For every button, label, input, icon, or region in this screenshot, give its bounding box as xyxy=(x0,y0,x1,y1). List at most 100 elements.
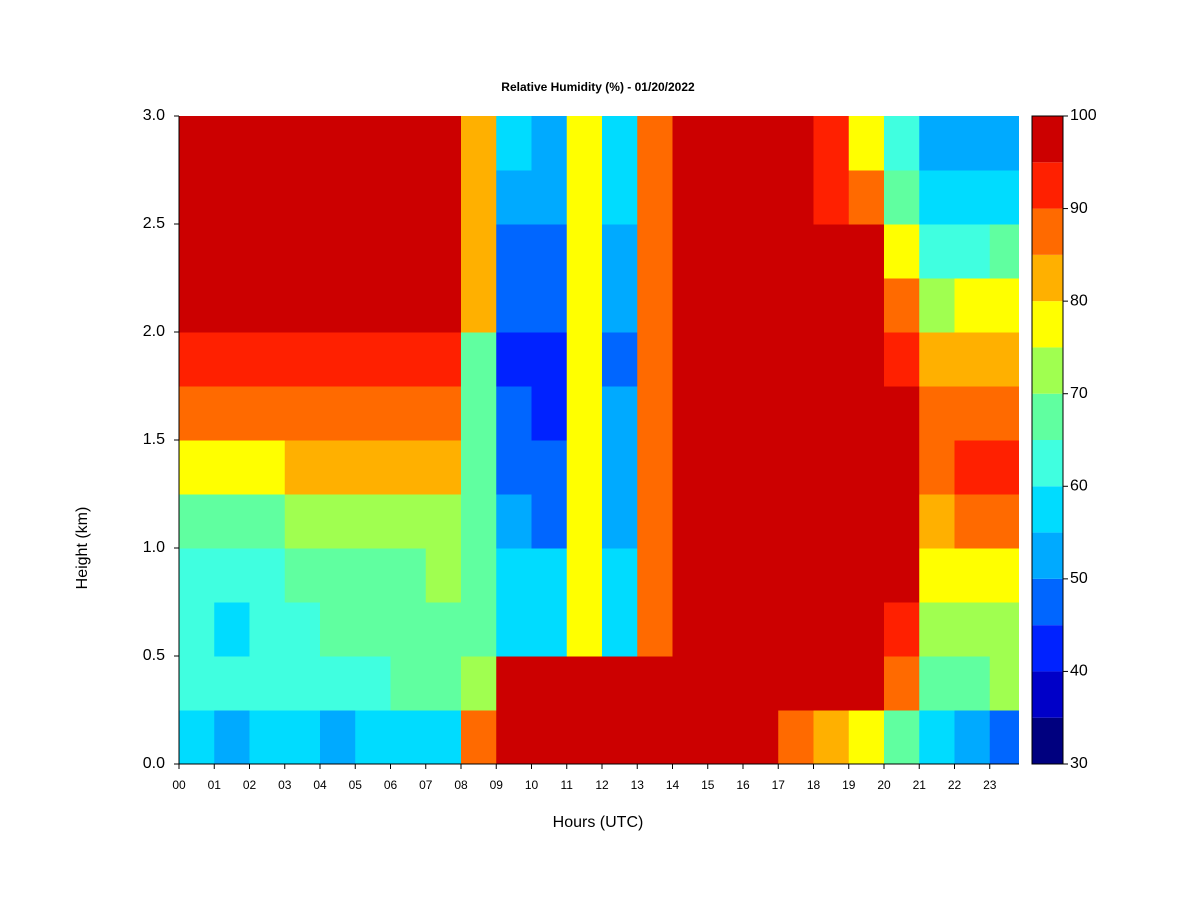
heatmap-cell xyxy=(778,440,814,495)
heatmap-cell xyxy=(672,548,709,603)
heatmap-cell xyxy=(425,656,462,711)
heatmap-cell xyxy=(954,710,991,764)
heatmap-cell xyxy=(390,224,427,279)
heatmap-cell xyxy=(284,602,321,657)
heatmap-cell xyxy=(249,656,286,711)
heatmap-cell xyxy=(989,656,1019,711)
heatmap xyxy=(179,116,1019,764)
heatmap-cell xyxy=(496,278,532,333)
heatmap-cell xyxy=(672,332,709,387)
colorbar-cell xyxy=(1032,254,1063,302)
heatmap-cell xyxy=(848,548,885,603)
heatmap-cell xyxy=(601,602,638,657)
heatmap-cell xyxy=(460,386,497,441)
heatmap-cell xyxy=(813,116,850,171)
heatmap-cell xyxy=(460,548,497,603)
colorbar-cell xyxy=(1032,347,1063,394)
heatmap-cell xyxy=(742,656,779,711)
heatmap-cell xyxy=(566,386,603,441)
heatmap-cell xyxy=(989,116,1019,171)
heatmap-cell xyxy=(531,548,568,603)
heatmap-cell xyxy=(249,710,286,764)
heatmap-cell xyxy=(284,440,321,495)
x-tick-label: 12 xyxy=(595,778,609,792)
heatmap-cell xyxy=(778,602,814,657)
heatmap-cell xyxy=(919,548,955,603)
heatmap-cell xyxy=(637,602,673,657)
heatmap-cell xyxy=(319,170,356,225)
heatmap-cell xyxy=(989,278,1019,333)
heatmap-cell xyxy=(531,116,568,171)
heatmap-cell xyxy=(919,440,955,495)
heatmap-cell xyxy=(319,332,356,387)
heatmap-cell xyxy=(742,602,779,657)
heatmap-cell xyxy=(778,710,814,764)
heatmap-cell xyxy=(883,710,920,764)
heatmap-cell xyxy=(883,440,920,495)
heatmap-cell xyxy=(425,116,462,171)
colorbar-cell xyxy=(1032,532,1063,579)
heatmap-cell xyxy=(707,548,744,603)
heatmap-cell xyxy=(214,386,250,441)
heatmap-cell xyxy=(813,386,850,441)
heatmap-cell xyxy=(637,116,673,171)
x-tick-label: 13 xyxy=(631,778,645,792)
x-tick-label: 17 xyxy=(772,778,786,792)
heatmap-cell xyxy=(848,386,885,441)
heatmap-cell xyxy=(179,656,215,711)
heatmap-cell xyxy=(883,602,920,657)
heatmap-cell xyxy=(425,224,462,279)
x-tick-label: 14 xyxy=(666,778,680,792)
heatmap-cell xyxy=(707,494,744,549)
heatmap-cell xyxy=(742,548,779,603)
heatmap-cell xyxy=(249,170,286,225)
x-tick-label: 00 xyxy=(172,778,186,792)
heatmap-cell xyxy=(742,224,779,279)
heatmap-cell xyxy=(319,656,356,711)
heatmap-cell xyxy=(214,710,250,764)
heatmap-cell xyxy=(531,440,568,495)
heatmap-cell xyxy=(954,278,991,333)
heatmap-cell xyxy=(425,386,462,441)
heatmap-cell xyxy=(179,116,215,171)
heatmap-cell xyxy=(531,494,568,549)
heatmap-cell xyxy=(425,710,462,764)
heatmap-cell xyxy=(848,602,885,657)
colorbar-frame xyxy=(1031,115,1064,765)
heatmap-cell xyxy=(883,548,920,603)
heatmap-cell xyxy=(813,332,850,387)
heatmap-cell xyxy=(601,440,638,495)
heatmap-cell xyxy=(390,116,427,171)
x-tick-label: 03 xyxy=(278,778,292,792)
heatmap-cell xyxy=(566,710,603,764)
heatmap-cell xyxy=(637,170,673,225)
heatmap-cell xyxy=(637,332,673,387)
heatmap-cell xyxy=(496,386,532,441)
heatmap-cell xyxy=(919,332,955,387)
heatmap-cell xyxy=(742,332,779,387)
heatmap-cell xyxy=(355,710,391,764)
heatmap-cell xyxy=(813,710,850,764)
heatmap-cell xyxy=(179,494,215,549)
heatmap-cell xyxy=(249,494,286,549)
colorbar-cell xyxy=(1032,625,1063,672)
heatmap-cell xyxy=(214,116,250,171)
x-tick-label: 22 xyxy=(948,778,962,792)
heatmap-cell xyxy=(566,440,603,495)
y-tick-label: 2.0 xyxy=(143,323,165,340)
heatmap-cell xyxy=(778,386,814,441)
heatmap-cell xyxy=(813,224,850,279)
heatmap-cell xyxy=(672,602,709,657)
x-tick-label: 08 xyxy=(454,778,468,792)
chart-title: Relative Humidity (%) - 01/20/2022 xyxy=(501,80,695,94)
heatmap-cell xyxy=(284,116,321,171)
heatmap-cell xyxy=(496,710,532,764)
heatmap-cell xyxy=(566,170,603,225)
heatmap-cell xyxy=(496,656,532,711)
x-tick-label: 19 xyxy=(842,778,856,792)
heatmap-cell xyxy=(672,386,709,441)
heatmap-cell xyxy=(989,386,1019,441)
heatmap-cell xyxy=(954,440,991,495)
heatmap-cell xyxy=(954,656,991,711)
